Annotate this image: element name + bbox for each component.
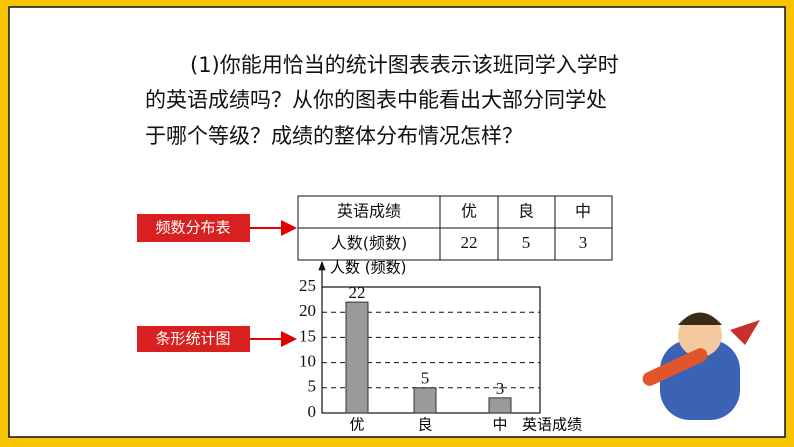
frequency-table xyxy=(297,195,613,261)
cartoon xyxy=(642,312,760,420)
label: 条形统计图 xyxy=(155,330,230,348)
y-axis-title: 人数 (频数) xyxy=(330,259,406,277)
table-cell: 中 xyxy=(575,202,591,221)
question-line: 的英语成绩吗？从你的图表中能看出大部分同学处 xyxy=(145,88,607,112)
cartoon-scarf xyxy=(730,320,760,345)
x-tick-label: 优 xyxy=(349,416,364,434)
x-axis-title: 英语成绩 xyxy=(522,416,582,434)
x-tick-label: 中 xyxy=(492,416,507,434)
label-box xyxy=(137,326,250,352)
y-tick-label: 15 xyxy=(299,326,316,345)
table-cell: 优 xyxy=(461,202,477,221)
value-label: 3 xyxy=(496,379,505,398)
y-tick-label: 0 xyxy=(308,402,317,421)
table-cell: 良 xyxy=(518,202,534,221)
label: 频数分布表 xyxy=(155,219,230,237)
cartoon-pencil xyxy=(642,348,708,386)
bar xyxy=(413,387,437,414)
question-line: 于哪个等级？成绩的整体分布情况怎样？ xyxy=(145,124,523,148)
table-cell: 3 xyxy=(579,233,588,252)
value-label: 22 xyxy=(349,283,366,302)
label-box xyxy=(137,214,250,242)
x-tick-label: 良 xyxy=(417,416,432,434)
table-cell: 22 xyxy=(461,233,478,252)
question-line: (1)你能用恰当的统计图表表示该班同学入学时 xyxy=(190,53,619,77)
value-label: 5 xyxy=(421,369,430,388)
y-tick-label: 20 xyxy=(299,301,316,320)
table-cell: 5 xyxy=(522,233,531,252)
bar xyxy=(488,397,512,414)
y-tick-label: 10 xyxy=(299,352,316,371)
y-tick-label: 25 xyxy=(299,276,316,295)
table-cell: 人数(频数) xyxy=(331,234,408,253)
y-tick-label: 5 xyxy=(308,377,317,396)
cartoon-hair xyxy=(678,312,722,325)
table-cell: 英语成绩 xyxy=(337,202,401,221)
bar xyxy=(345,301,369,414)
